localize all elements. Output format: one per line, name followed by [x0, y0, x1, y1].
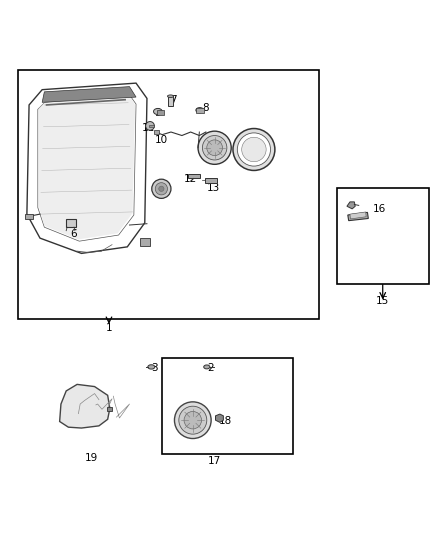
Circle shape — [179, 406, 207, 434]
Polygon shape — [42, 87, 136, 102]
Polygon shape — [60, 384, 110, 428]
Text: 12: 12 — [184, 174, 197, 184]
Ellipse shape — [153, 108, 162, 115]
Circle shape — [202, 135, 227, 160]
Bar — [157, 110, 163, 115]
Ellipse shape — [167, 95, 173, 98]
Text: 7: 7 — [170, 95, 177, 104]
Text: 9: 9 — [155, 108, 161, 118]
Bar — [168, 96, 173, 106]
Text: 18: 18 — [219, 416, 232, 426]
Ellipse shape — [196, 108, 204, 113]
Text: 8: 8 — [203, 103, 209, 114]
Circle shape — [233, 128, 275, 171]
Text: 1: 1 — [106, 322, 112, 333]
Bar — [66, 220, 76, 227]
Polygon shape — [39, 92, 135, 239]
Circle shape — [174, 402, 211, 439]
Bar — [205, 178, 217, 183]
Text: 4: 4 — [158, 187, 165, 196]
Circle shape — [207, 140, 223, 156]
Text: 13: 13 — [207, 183, 220, 193]
Text: 6: 6 — [71, 229, 78, 239]
Text: 5: 5 — [211, 153, 218, 163]
Ellipse shape — [148, 365, 155, 369]
Text: 10: 10 — [155, 135, 168, 145]
Polygon shape — [347, 202, 355, 209]
Bar — [107, 407, 112, 411]
Text: 15: 15 — [376, 296, 389, 306]
Bar — [337, 188, 428, 284]
Bar — [153, 130, 159, 134]
Text: 2: 2 — [207, 363, 214, 373]
Text: 3: 3 — [151, 363, 158, 373]
Polygon shape — [350, 212, 366, 219]
Bar — [162, 358, 293, 454]
Bar — [196, 108, 204, 113]
Circle shape — [237, 133, 271, 166]
Circle shape — [152, 179, 171, 198]
Circle shape — [159, 186, 164, 191]
Circle shape — [155, 183, 167, 195]
Bar — [141, 238, 150, 246]
Bar — [187, 174, 200, 179]
Ellipse shape — [204, 365, 210, 369]
Polygon shape — [348, 212, 368, 221]
Bar — [18, 70, 319, 319]
Bar — [25, 214, 32, 220]
Text: 17: 17 — [208, 456, 221, 466]
Text: 11: 11 — [141, 123, 155, 133]
Polygon shape — [215, 414, 223, 422]
Text: 19: 19 — [85, 453, 98, 463]
Circle shape — [242, 138, 266, 161]
Circle shape — [198, 131, 231, 164]
Circle shape — [184, 411, 201, 429]
Text: 14: 14 — [253, 151, 266, 161]
Bar — [149, 125, 154, 127]
Circle shape — [146, 122, 154, 130]
Text: 16: 16 — [373, 204, 386, 214]
